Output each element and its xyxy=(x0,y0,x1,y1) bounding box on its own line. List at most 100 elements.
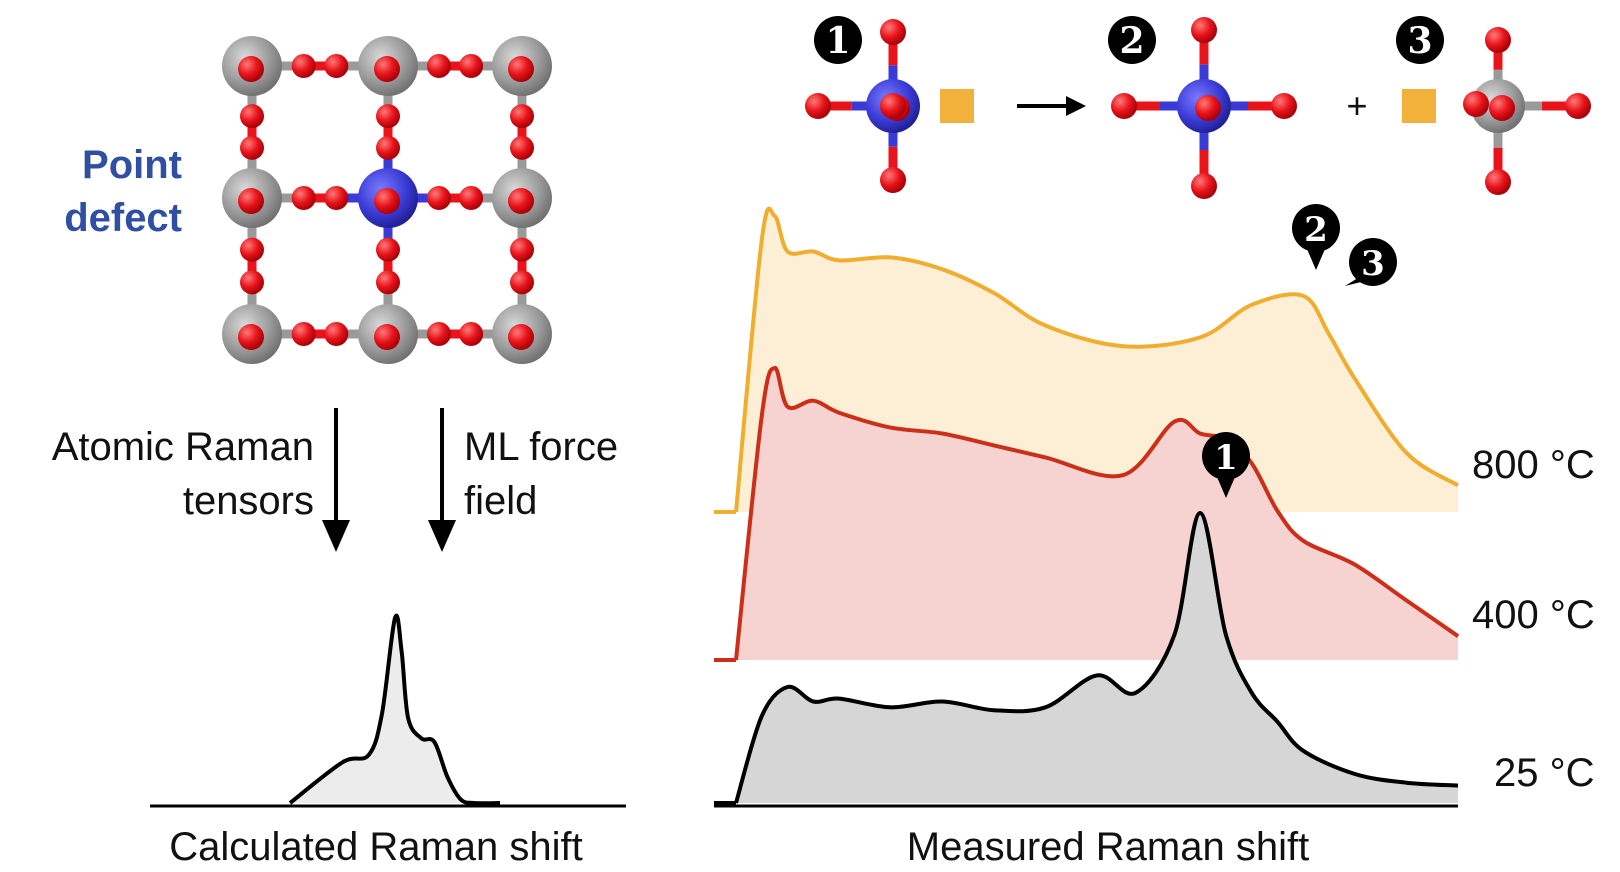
oxygen-atom xyxy=(426,322,451,346)
badge-number: 2 xyxy=(1119,20,1144,62)
oxygen-atom xyxy=(1485,27,1511,53)
oxygen-atom xyxy=(240,270,264,295)
series-line-400 xyxy=(734,365,1460,661)
oxygen-atom xyxy=(459,186,484,210)
oxygen-atom xyxy=(238,188,264,214)
oxygen-atom xyxy=(374,324,400,350)
oxygen-atom xyxy=(374,188,400,214)
badge-number: 3 xyxy=(1407,20,1432,62)
defect-label-line2: defect xyxy=(64,196,182,240)
marker-circle xyxy=(1292,204,1340,252)
oxygen-atom xyxy=(508,188,534,214)
series-label-800: 800 °C xyxy=(1472,443,1595,487)
oxygen-atom xyxy=(880,93,906,119)
oxygen-atom xyxy=(1111,93,1137,119)
peak-marker-2: 2 xyxy=(1292,204,1340,270)
oxygen-atom xyxy=(1463,91,1489,117)
marker-circle xyxy=(1202,432,1250,480)
oxygen-atom xyxy=(1489,95,1515,121)
reaction-label-2: 2 xyxy=(1108,16,1156,64)
series-25C xyxy=(714,510,1459,805)
molecule-3 xyxy=(1463,27,1591,195)
oxygen-atom xyxy=(376,135,400,160)
oxygen-atom xyxy=(510,135,534,160)
oxygen-atom xyxy=(1195,95,1221,121)
oxygen-atom xyxy=(1191,17,1217,43)
downward-arrows xyxy=(322,408,456,552)
vacancy-square xyxy=(940,89,974,123)
reaction-label-1: 1 xyxy=(814,16,862,64)
badge-circle xyxy=(1108,16,1156,64)
molecule-2 xyxy=(1111,17,1297,199)
vacancy-square xyxy=(1402,89,1436,123)
oxygen-atom xyxy=(238,56,264,82)
peak-marker-3: 3 xyxy=(1345,238,1397,286)
measured-xlabel: Measured Raman shift xyxy=(907,825,1309,869)
badge-circle xyxy=(814,16,862,64)
oxygen-atom xyxy=(291,54,316,78)
oxygen-atom xyxy=(324,322,349,346)
calculated-spectrum-line xyxy=(288,613,501,806)
oxygen-atom xyxy=(376,104,400,129)
oxygen-atom xyxy=(240,237,264,262)
oxygen-atom xyxy=(376,237,400,262)
oxygen-atom xyxy=(291,186,316,210)
peak-markers: 1 23 xyxy=(1202,204,1397,498)
point-defect-lattice xyxy=(222,36,552,364)
plus-sign: + xyxy=(1346,85,1367,126)
oxygen-atom xyxy=(1485,169,1511,195)
oxygen-atom xyxy=(805,93,831,119)
marker-circle xyxy=(1349,238,1397,286)
oxygen-atom xyxy=(508,324,534,350)
oxygen-atom xyxy=(459,322,484,346)
oxygen-atom xyxy=(510,104,534,129)
arrow-left-head xyxy=(322,520,350,552)
oxygen-atom xyxy=(510,270,534,295)
series-fill-25 xyxy=(736,513,1458,803)
series-label-25: 25 °C xyxy=(1494,751,1595,795)
oxygen-atom xyxy=(459,54,484,78)
oxygen-atom xyxy=(426,54,451,78)
defect-label-line1: Point xyxy=(82,143,182,187)
reaction-scheme: 1 2 +3 xyxy=(805,16,1591,199)
oxygen-atom xyxy=(291,322,316,346)
reaction-arrow-head xyxy=(1066,96,1086,116)
oxygen-atom xyxy=(1565,93,1591,119)
marker-number: 2 xyxy=(1304,210,1328,250)
molecule-1 xyxy=(805,19,920,193)
calculated-spectrum-plot xyxy=(288,613,501,806)
oxygen-atom xyxy=(1271,93,1297,119)
series-400C xyxy=(714,365,1460,662)
series-fill-400 xyxy=(736,367,1458,660)
calculated-spectrum-fill xyxy=(290,615,500,804)
marker-number: 3 xyxy=(1361,244,1385,284)
reaction-label-3: 3 xyxy=(1396,16,1444,64)
calculated-xlabel: Calculated Raman shift xyxy=(169,825,583,869)
oxygen-atom xyxy=(376,270,400,295)
series-line-800 xyxy=(734,206,1460,513)
measured-spectra-plot xyxy=(714,206,1460,805)
arrow-right-head xyxy=(428,520,456,552)
oxygen-atom xyxy=(1191,173,1217,199)
oxygen-atom xyxy=(510,237,534,262)
arrow-left-label-line2: tensors xyxy=(183,479,314,523)
oxygen-atom xyxy=(324,186,349,210)
peak-marker-1: 1 xyxy=(1202,432,1250,498)
series-label-400: 400 °C xyxy=(1472,593,1595,637)
marker-number: 1 xyxy=(1214,438,1238,478)
oxygen-atom xyxy=(240,135,264,160)
oxygen-atom xyxy=(426,186,451,210)
series-line-25 xyxy=(734,510,1459,804)
oxygen-atom xyxy=(324,54,349,78)
oxygen-atom xyxy=(508,56,534,82)
badge-number: 1 xyxy=(825,20,850,62)
arrow-right-label-line1: ML force xyxy=(464,425,618,469)
arrow-left-label-line1: Atomic Raman xyxy=(52,425,314,469)
oxygen-atom xyxy=(240,104,264,129)
oxygen-atom xyxy=(374,56,400,82)
arrow-right-label-line2: field xyxy=(464,479,537,523)
oxygen-atom xyxy=(880,19,906,45)
badge-circle xyxy=(1396,16,1444,64)
oxygen-atom xyxy=(238,324,264,350)
